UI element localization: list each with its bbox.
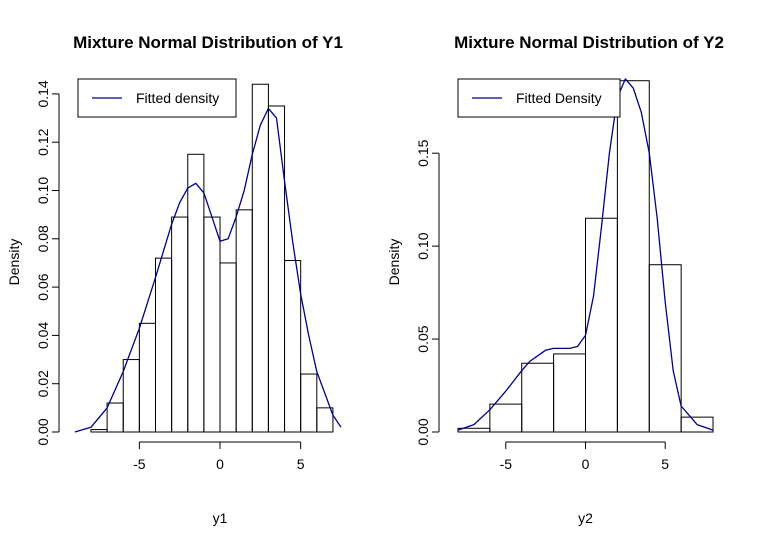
x-tick-label: 5 [661, 456, 669, 472]
histogram-bar [521, 362, 555, 433]
y-axis-label: Density [6, 239, 22, 286]
histogram-bar [171, 216, 189, 433]
histogram-bar [154, 257, 173, 433]
histogram-bar [553, 353, 587, 433]
chart-panel-1: Mixture Normal Distribution of Y1 -5 0 5 0.0… [6, 33, 343, 526]
y-tick-label: 0.10 [35, 177, 51, 204]
x-tick-label: -5 [500, 456, 513, 472]
y-tick-label: 0.00 [35, 418, 51, 445]
y-tick-label: 0.05 [415, 325, 431, 352]
histogram-bar [235, 209, 253, 433]
x-tick-label: 0 [216, 456, 224, 472]
legend: Fitted Density [457, 78, 621, 118]
legend: Fitted density [77, 78, 237, 118]
y-tick-label: 0.12 [35, 128, 51, 155]
histogram-bar [90, 429, 108, 433]
x-tick-label: 0 [582, 456, 590, 472]
y-tick-label: 0.08 [35, 225, 51, 252]
histogram-bar [585, 217, 618, 433]
chart-title: Mixture Normal Distribution of Y1 [73, 33, 343, 52]
histogram-bar [138, 322, 156, 433]
y-tick-label: 0.06 [35, 273, 51, 300]
histogram-bar [267, 105, 286, 433]
legend-label: Fitted density [136, 90, 219, 106]
x-axis-label: y1 [213, 510, 228, 526]
histogram-bar [251, 83, 269, 433]
histogram-bar [219, 262, 237, 433]
histogram-bar [187, 153, 205, 433]
legend-label: Fitted Density [516, 90, 602, 106]
y-axis-label: Density [386, 239, 402, 286]
y-tick-label: 0.14 [35, 80, 51, 107]
histogram-bar [680, 416, 714, 433]
y-tick-label: 0.00 [415, 418, 431, 445]
histogram-bar [489, 403, 523, 433]
x-tick-label: -5 [133, 456, 146, 472]
x-axis-label: y2 [578, 510, 593, 526]
histogram-bar [203, 216, 221, 433]
y-tick-label: 0.10 [415, 232, 431, 259]
histogram-bar [122, 359, 140, 433]
chart-panel-2: Mixture Normal Distribution of Y2 -5 0 5 0.0… [386, 33, 724, 526]
histogram-bar [316, 407, 334, 433]
histogram-bar [300, 373, 318, 433]
histogram-bar [648, 264, 682, 433]
y-tick-label: 0.04 [35, 322, 51, 349]
histogram-bar [284, 260, 302, 433]
chart-title: Mixture Normal Distribution of Y2 [454, 33, 724, 52]
x-tick-label: 5 [297, 456, 305, 472]
y-tick-label: 0.15 [415, 139, 431, 166]
histogram-bar [616, 80, 650, 433]
histogram-bar [106, 402, 124, 433]
y-tick-label: 0.02 [35, 370, 51, 397]
fitted-density-line [74, 107, 342, 433]
fitted-density-line [457, 78, 714, 431]
